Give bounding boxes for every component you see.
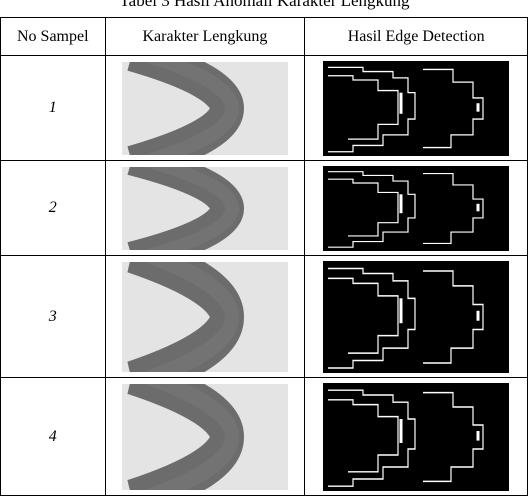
page: Tabel 3 Hasil Anomali Karakter Lengkung … [0,0,529,495]
table-row: 3 [1,256,528,378]
header-cell: No Sampel [1,18,106,56]
curve-image [122,167,288,250]
image-cell [305,256,528,378]
curve-image [122,62,288,155]
image-cell [105,161,305,256]
image-cell [305,56,528,161]
table-row: 2 [1,161,528,256]
image-cell [305,161,528,256]
header-cell: Hasil Edge Detection [305,18,528,56]
table-title: Tabel 3 Hasil Anomali Karakter Lengkung [0,0,529,11]
header-row: No Sampel Karakter Lengkung Hasil Edge D… [1,18,528,56]
sample-number: 1 [1,56,106,161]
table-row: 4 [1,378,528,496]
sample-number: 4 [1,378,106,496]
table-row: 1 [1,56,528,161]
header-cell: Karakter Lengkung [105,18,305,56]
curve-image [122,262,288,372]
image-cell [305,378,528,496]
image-cell [105,56,305,161]
edge-image [323,261,509,373]
edge-image [323,166,509,251]
edge-image [323,61,509,156]
sample-number: 3 [1,256,106,378]
results-table: No Sampel Karakter Lengkung Hasil Edge D… [0,17,528,496]
image-cell [105,256,305,378]
curve-image [122,384,288,490]
edge-image [323,383,509,491]
image-cell [105,378,305,496]
sample-number: 2 [1,161,106,256]
